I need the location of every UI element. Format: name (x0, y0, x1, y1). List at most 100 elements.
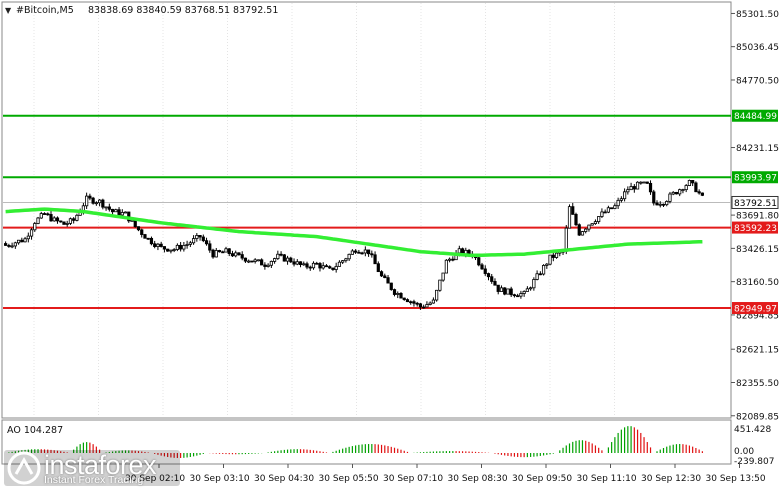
candle-body (370, 253, 374, 256)
candle-body (493, 281, 497, 286)
candle-body (201, 236, 205, 242)
candle-body (10, 245, 14, 248)
candle-body (668, 193, 672, 202)
candle-body (263, 264, 267, 267)
candle-body (94, 202, 98, 205)
price-tick-label: 83160.50 (736, 278, 779, 288)
ao-tick-max: 451.428 (734, 425, 771, 435)
candle-body (20, 239, 24, 243)
candle-body (237, 252, 241, 255)
candle-body (344, 258, 348, 262)
current-price-label: 83792.51 (734, 199, 777, 209)
candle-body (182, 244, 186, 250)
candle-body (305, 263, 309, 268)
time-tick-label: 30 Sep 13:50 (706, 474, 766, 484)
candle-body (198, 235, 202, 238)
candle-body (175, 244, 179, 250)
candle-body (347, 253, 351, 260)
candle-body (567, 206, 572, 229)
candle-body (334, 265, 338, 270)
candle-body (91, 197, 95, 204)
candle-body (324, 265, 329, 268)
chart-ohlc: 83838.69 83840.59 83768.51 83792.51 (88, 5, 278, 16)
candle-body (230, 253, 235, 257)
candle-body (149, 237, 154, 245)
candle-body (587, 224, 591, 230)
candle-body (341, 260, 345, 263)
time-tick-label: 30 Sep 05:50 (319, 474, 379, 484)
candle-body (136, 226, 141, 231)
candle-body (522, 291, 526, 294)
candle-body (441, 272, 445, 281)
candle-body (671, 191, 675, 195)
candle-body (405, 299, 410, 303)
candle-body (564, 227, 568, 252)
candle-body (217, 250, 222, 253)
price-tick-label: 82894.85 (736, 311, 779, 321)
candle-body (65, 222, 69, 225)
candle-body (648, 182, 653, 193)
candle-body (483, 268, 487, 274)
candle-body (328, 266, 332, 269)
candle-body (691, 180, 695, 184)
candle-body (188, 242, 192, 245)
level-tag (732, 221, 778, 234)
candle-body (409, 301, 413, 304)
candle-body (451, 258, 455, 261)
candle-body (295, 261, 299, 265)
candle-body (114, 209, 118, 213)
candle-body (363, 249, 367, 254)
chart-symbol: #Bitcoin,M5 (16, 5, 74, 16)
candle-body (392, 289, 397, 295)
ao-panel-frame (1, 419, 732, 465)
candle-body (234, 252, 238, 257)
candles (4, 179, 704, 310)
candle-body (606, 207, 610, 213)
candle-body (678, 189, 682, 195)
candle-body (350, 250, 354, 255)
candle-body (577, 224, 581, 236)
candle-body (389, 282, 393, 290)
candle-body (571, 206, 575, 215)
candle-body (532, 279, 536, 289)
time-tick-label: 30 Sep 12:30 (641, 474, 701, 484)
ao-tick-min: -239.807 (734, 457, 774, 467)
menu-triangle-icon[interactable]: ▼ (5, 6, 12, 15)
time-tick-label: 30 Sep 02:10 (125, 474, 185, 484)
candle-body (191, 238, 196, 244)
candle-body (172, 249, 176, 251)
candle-body (554, 252, 559, 258)
candle-body (292, 261, 296, 265)
price-tick-label: 83691.80 (736, 212, 779, 222)
price-tick-label: 84770.50 (736, 76, 779, 86)
candle-body (629, 186, 633, 191)
candle-body (584, 228, 588, 232)
candle-body (253, 259, 257, 262)
candle-body (266, 264, 270, 267)
time-tick-label: 30 Sep 03:10 (190, 474, 250, 484)
time-tick-label: 30 Sep 11:10 (577, 474, 637, 484)
candle-body (42, 213, 47, 215)
candle-body (101, 199, 105, 208)
candle-body (318, 263, 322, 269)
candle-body (133, 219, 137, 228)
time-tick-label: 30 Sep 07:10 (383, 474, 443, 484)
price-tick-label: 85036.45 (736, 43, 779, 53)
candle-body (120, 212, 124, 216)
main-chart-frame (1, 1, 732, 419)
candle-body (166, 248, 170, 252)
candle-body (616, 199, 620, 207)
candle-body (285, 257, 290, 262)
candle-body (68, 218, 73, 224)
price-tick-label: 84231.15 (736, 144, 779, 154)
candle-body (143, 234, 147, 239)
candle-body (386, 277, 390, 284)
candle-body (613, 205, 617, 209)
candle-body (354, 250, 358, 253)
candle-body (610, 207, 614, 210)
candle-body (146, 237, 150, 240)
candle-body (373, 254, 377, 265)
candle-body (477, 257, 481, 266)
candle-body (480, 264, 484, 270)
candle-body (503, 287, 507, 295)
